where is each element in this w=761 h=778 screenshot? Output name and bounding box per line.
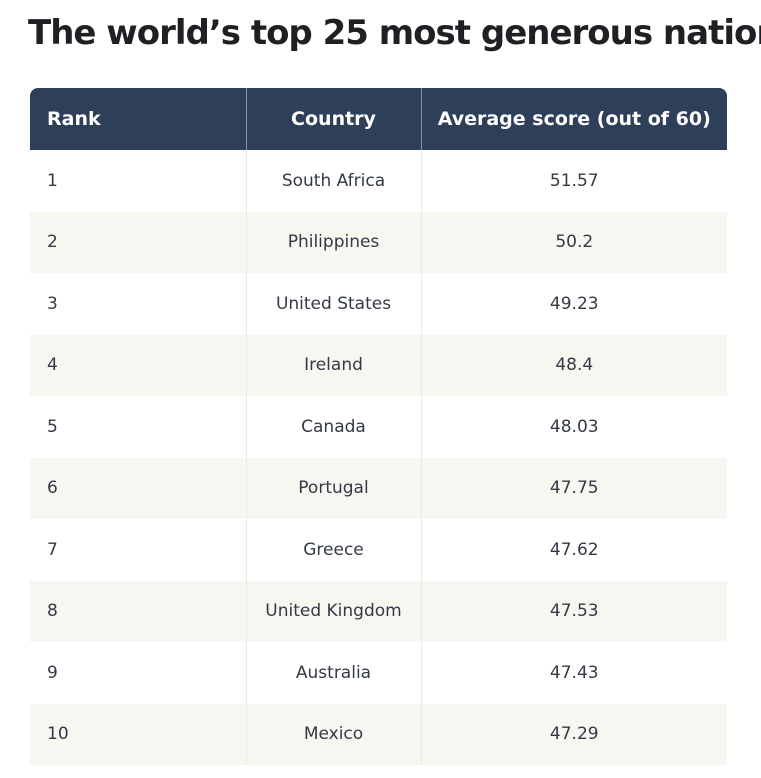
score-cell: 47.29 xyxy=(420,703,727,765)
country-cell: Canada xyxy=(245,396,421,458)
score-cell: 48.4 xyxy=(420,334,727,396)
table-header-row: Rank Country Average score (out of 60) xyxy=(30,88,727,150)
rank-cell: 4 xyxy=(47,355,58,376)
table-header: Rank Country Average score (out of 60) xyxy=(30,88,727,150)
rank-cell: 5 xyxy=(47,416,58,437)
score-cell: 47.75 xyxy=(420,457,727,519)
score-cell: 48.03 xyxy=(420,396,727,458)
column-header-score: Average score (out of 60) xyxy=(420,88,727,150)
column-header-country: Country xyxy=(245,88,421,150)
country-cell: Philippines xyxy=(245,211,421,273)
table-row: 3 United States 49.23 xyxy=(30,273,727,335)
score-cell: 51.57 xyxy=(420,150,727,212)
score-cell: 47.43 xyxy=(420,642,727,704)
country-cell: Greece xyxy=(245,519,421,581)
table-row: 6 Portugal 47.75 xyxy=(30,457,727,519)
country-cell: United Kingdom xyxy=(245,580,421,642)
score-cell: 47.53 xyxy=(420,580,727,642)
country-cell: Mexico xyxy=(245,703,421,765)
country-cell: South Africa xyxy=(245,150,421,212)
table-row: 2 Philippines 50.2 xyxy=(30,211,727,273)
rank-cell: 9 xyxy=(47,662,58,683)
table-row: 1 South Africa 51.57 xyxy=(30,150,727,212)
score-cell: 50.2 xyxy=(420,211,727,273)
country-cell: Australia xyxy=(245,642,421,704)
table-row: 4 Ireland 48.4 xyxy=(30,334,727,396)
score-cell: 47.62 xyxy=(420,519,727,581)
generosity-table: Rank Country Average score (out of 60) 1… xyxy=(30,88,727,765)
rank-cell: 7 xyxy=(47,539,58,560)
score-cell: 49.23 xyxy=(420,273,727,335)
country-cell: United States xyxy=(245,273,421,335)
table-row: 8 United Kingdom 47.53 xyxy=(30,580,727,642)
country-cell: Ireland xyxy=(245,334,421,396)
rank-cell: 6 xyxy=(47,478,58,499)
table-row: 7 Greece 47.62 xyxy=(30,519,727,581)
column-header-rank: Rank xyxy=(30,88,246,150)
table-row: 9 Australia 47.43 xyxy=(30,642,727,704)
generosity-table-container: Rank Country Average score (out of 60) 1… xyxy=(30,88,727,778)
rank-cell: 10 xyxy=(47,724,69,745)
table-row: 10 Mexico 47.29 xyxy=(30,703,727,765)
rank-cell: 1 xyxy=(47,170,58,191)
rank-cell: 3 xyxy=(47,293,58,314)
table-row: 5 Canada 48.03 xyxy=(30,396,727,458)
page-title: The world’s top 25 most generous nations xyxy=(28,13,761,53)
table-body: 1 South Africa 51.57 2 Philippines 50.2 … xyxy=(30,150,727,765)
rank-cell: 8 xyxy=(47,601,58,622)
country-cell: Portugal xyxy=(245,457,421,519)
rank-cell: 2 xyxy=(47,232,58,253)
